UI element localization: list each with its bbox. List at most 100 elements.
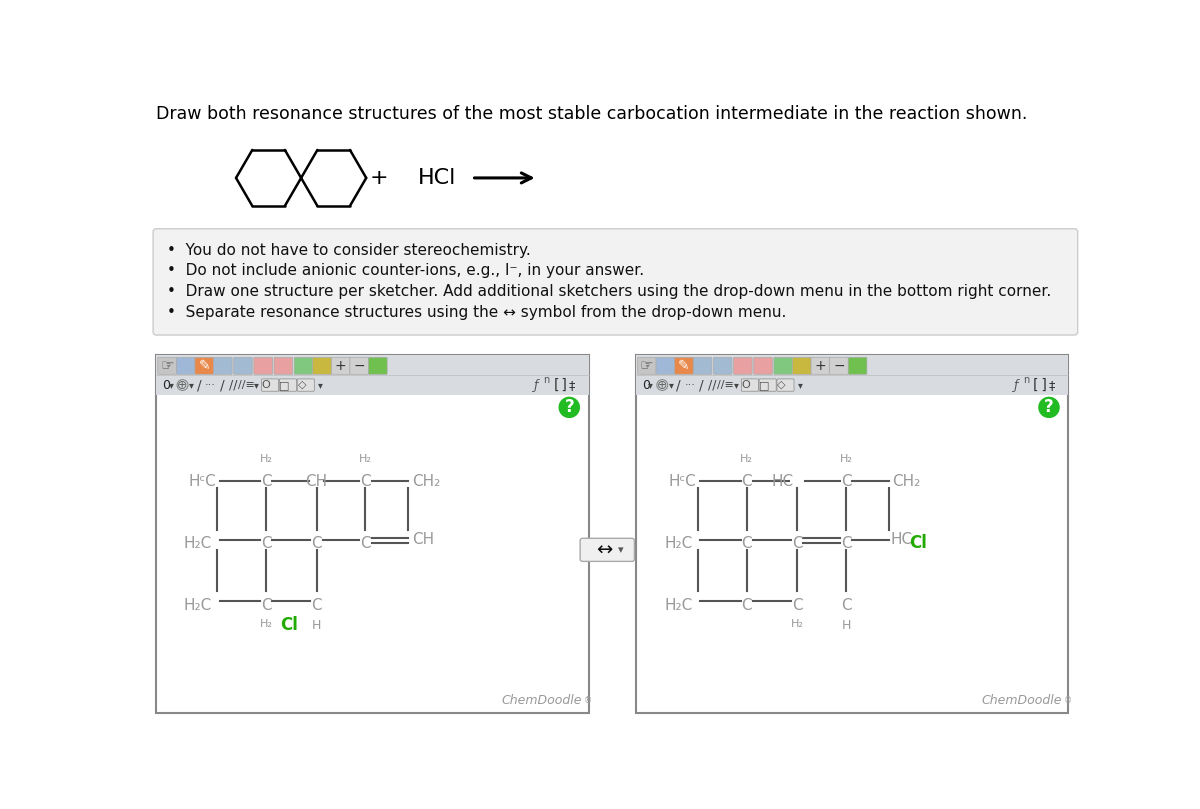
Text: ✎: ✎ xyxy=(678,359,690,373)
FancyBboxPatch shape xyxy=(714,358,732,375)
FancyBboxPatch shape xyxy=(742,379,758,392)
FancyBboxPatch shape xyxy=(262,379,278,392)
Text: −: − xyxy=(354,359,365,373)
Circle shape xyxy=(559,397,580,417)
FancyBboxPatch shape xyxy=(848,358,866,375)
Text: •  Draw one structure per sketcher. Add additional sketchers using the drop-down: • Draw one structure per sketcher. Add a… xyxy=(167,284,1051,299)
Text: ?: ? xyxy=(564,398,574,417)
FancyBboxPatch shape xyxy=(154,229,1078,335)
Text: H₂: H₂ xyxy=(260,454,272,464)
Text: CH₂: CH₂ xyxy=(412,474,440,489)
FancyBboxPatch shape xyxy=(254,358,272,375)
FancyBboxPatch shape xyxy=(792,358,811,375)
Text: −: − xyxy=(833,359,845,373)
FancyBboxPatch shape xyxy=(194,358,214,375)
FancyBboxPatch shape xyxy=(176,358,194,375)
Text: C: C xyxy=(841,474,851,489)
Text: ↔: ↔ xyxy=(596,540,612,559)
Text: H₂: H₂ xyxy=(740,454,754,464)
Text: ®: ® xyxy=(1063,697,1072,705)
FancyBboxPatch shape xyxy=(368,358,388,375)
Text: ▾: ▾ xyxy=(798,380,803,390)
Text: ChemDoodle: ChemDoodle xyxy=(502,694,582,707)
Text: ▾: ▾ xyxy=(668,380,673,390)
Text: H₂C: H₂C xyxy=(665,536,692,551)
Text: ⊕: ⊕ xyxy=(658,379,667,392)
FancyBboxPatch shape xyxy=(313,358,331,375)
Text: /: / xyxy=(197,378,202,392)
Text: O: O xyxy=(262,380,271,390)
FancyBboxPatch shape xyxy=(811,358,829,375)
FancyBboxPatch shape xyxy=(637,358,656,375)
Text: C: C xyxy=(792,536,803,551)
Text: H: H xyxy=(841,619,851,632)
Text: n: n xyxy=(1022,375,1028,385)
Text: □: □ xyxy=(758,380,769,390)
Text: ƒ: ƒ xyxy=(534,379,538,392)
Text: /: / xyxy=(220,378,224,392)
Text: 0: 0 xyxy=(642,379,650,392)
Text: H₂: H₂ xyxy=(359,454,372,464)
FancyBboxPatch shape xyxy=(774,358,792,375)
Text: ‡: ‡ xyxy=(1048,379,1055,392)
Text: ⊕: ⊕ xyxy=(178,379,188,392)
Text: H₂: H₂ xyxy=(840,454,852,464)
Text: C: C xyxy=(360,474,371,489)
FancyBboxPatch shape xyxy=(298,379,314,392)
Text: ◇: ◇ xyxy=(298,380,306,390)
Bar xyxy=(156,355,589,713)
FancyBboxPatch shape xyxy=(294,358,313,375)
Text: C: C xyxy=(360,536,371,551)
Text: O: O xyxy=(742,380,750,390)
Text: +: + xyxy=(370,168,388,188)
FancyBboxPatch shape xyxy=(274,358,293,375)
FancyBboxPatch shape xyxy=(331,358,350,375)
Text: □: □ xyxy=(278,380,289,390)
Text: ▾: ▾ xyxy=(318,380,323,390)
Text: H₂C: H₂C xyxy=(184,536,212,551)
Text: ƒ: ƒ xyxy=(1014,379,1018,392)
Text: HC: HC xyxy=(890,532,912,547)
FancyBboxPatch shape xyxy=(829,358,848,375)
Text: •  Do not include anionic counter-ions, e.g., I⁻, in your answer.: • Do not include anionic counter-ions, e… xyxy=(167,264,644,278)
Text: +: + xyxy=(335,359,347,373)
Text: //: // xyxy=(229,379,238,392)
Text: /: / xyxy=(677,378,680,392)
Text: C: C xyxy=(311,598,322,612)
Text: ✎: ✎ xyxy=(198,359,210,373)
Text: ‡: ‡ xyxy=(569,379,575,392)
Text: ···: ··· xyxy=(685,380,696,390)
Text: •  Separate resonance structures using the ↔ symbol from the drop-down menu.: • Separate resonance structures using th… xyxy=(167,305,786,320)
FancyBboxPatch shape xyxy=(214,358,232,375)
Text: H₂: H₂ xyxy=(260,619,272,629)
Text: 0: 0 xyxy=(162,379,170,392)
Text: H₂C: H₂C xyxy=(184,598,212,612)
Text: C: C xyxy=(260,474,271,489)
Text: ☞: ☞ xyxy=(161,358,174,373)
Text: +: + xyxy=(815,359,826,373)
Text: C: C xyxy=(742,598,752,612)
Text: C: C xyxy=(260,536,271,551)
Text: //≡: //≡ xyxy=(718,380,734,390)
Text: ]: ] xyxy=(1037,378,1046,392)
Circle shape xyxy=(1039,397,1060,417)
Text: C: C xyxy=(742,474,752,489)
Text: //: // xyxy=(708,379,716,392)
Text: ☞: ☞ xyxy=(640,358,654,373)
Text: ?: ? xyxy=(1044,398,1054,417)
Text: C: C xyxy=(260,598,271,612)
FancyBboxPatch shape xyxy=(234,358,252,375)
Text: ···: ··· xyxy=(205,380,216,390)
Text: //≡: //≡ xyxy=(238,380,254,390)
FancyBboxPatch shape xyxy=(674,358,694,375)
Text: HᶜC: HᶜC xyxy=(668,474,696,489)
Bar xyxy=(156,355,589,395)
Bar xyxy=(636,355,1068,713)
FancyBboxPatch shape xyxy=(656,358,674,375)
FancyBboxPatch shape xyxy=(754,358,773,375)
Text: H: H xyxy=(312,619,322,632)
FancyBboxPatch shape xyxy=(157,358,176,375)
Text: ▾: ▾ xyxy=(618,544,624,555)
Text: Cl: Cl xyxy=(910,534,928,552)
FancyBboxPatch shape xyxy=(776,379,794,392)
